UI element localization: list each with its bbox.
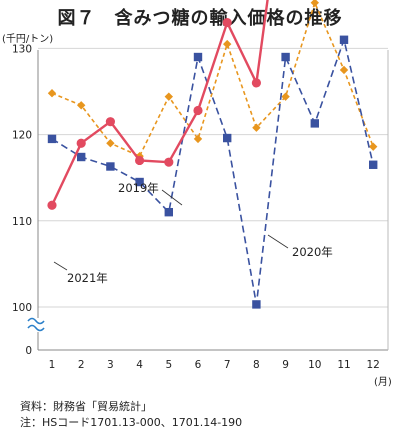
data-point [193, 105, 203, 116]
x-tick-label: 6 [195, 359, 202, 371]
data-point [77, 101, 86, 110]
x-tick-label: 4 [136, 359, 143, 371]
y-tick-label: 100 [12, 302, 32, 314]
data-point [281, 52, 290, 62]
x-tick-label: 9 [282, 359, 289, 371]
data-point [222, 17, 232, 28]
y-tick-label: 130 [12, 43, 32, 55]
data-point [135, 155, 145, 166]
data-point [106, 162, 115, 171]
series-1 [47, 35, 378, 309]
grid-lines [38, 47, 388, 308]
x-tick-label: 3 [107, 359, 114, 371]
series-0 [47, 0, 378, 161]
data-point [193, 134, 203, 144]
data-point [369, 160, 378, 169]
data-point [223, 133, 232, 143]
data-point [339, 65, 349, 75]
data-point [310, 119, 319, 128]
data-point [47, 134, 57, 144]
x-tick-label: 10 [308, 359, 321, 371]
data-point [106, 139, 115, 148]
x-tick-label: 8 [253, 359, 260, 371]
data-point [164, 207, 173, 217]
y-unit-label: (千円/トン) [2, 33, 53, 45]
data-point [223, 39, 232, 49]
x-tick-label: 12 [367, 359, 380, 371]
series-line [50, 0, 269, 206]
axis-break-mask [30, 318, 46, 332]
data-point [135, 177, 144, 187]
data-point [47, 89, 57, 98]
x-unit-label: (月) [374, 376, 392, 388]
series-line [51, 0, 374, 158]
callout-2019-label: 2019年 [118, 181, 159, 195]
data-point [339, 35, 349, 44]
x-tick-label: 2 [78, 359, 85, 371]
x-tick-label: 5 [165, 359, 172, 371]
axes [37, 50, 389, 351]
callout-2020-label: 2020年 [292, 245, 333, 259]
axis-break-wave [27, 324, 45, 332]
data-point [105, 117, 115, 127]
series-group [47, 0, 378, 309]
callout-2020-leader [267, 234, 289, 249]
y-tick-label: 120 [12, 130, 32, 142]
data-point [77, 152, 86, 162]
data-point [193, 52, 203, 62]
hs-code-note: 注：HSコード1701.13-000、1701.14-190 [20, 416, 243, 429]
data-point [281, 92, 290, 101]
x-axis-ticks: 1 2 3 4 5 6 7 8 9 10 11 12 [49, 359, 380, 371]
x-tick-label: 11 [337, 359, 350, 371]
series-line [51, 36, 374, 305]
data-point [251, 78, 261, 88]
data-point [76, 138, 86, 148]
axis-break-wave [27, 317, 45, 325]
data-point [164, 92, 173, 101]
callout-2019-leader [161, 189, 183, 206]
data-point [369, 142, 378, 151]
data-point [47, 200, 57, 210]
callout-2021-label: 2021年 [67, 271, 108, 285]
y-tick-label: 110 [12, 216, 32, 228]
source-note: 資料：財務省「貿易統計」 [20, 400, 152, 413]
series-2 [47, 0, 269, 210]
chart-title: 図７ 含みつ糖の輸入価格の推移 [57, 8, 343, 29]
callout-2021-leader [53, 261, 68, 271]
x-tick-label: 1 [49, 359, 56, 371]
axis-break-mark [27, 317, 46, 332]
y-tick-label: 0 [25, 345, 32, 357]
data-point [252, 300, 261, 309]
y-axis-ticks: 0100110120130140150160 [12, 43, 32, 357]
data-point [252, 123, 261, 132]
x-tick-label: 7 [224, 359, 231, 371]
data-point [310, 0, 319, 7]
data-point [164, 157, 174, 167]
